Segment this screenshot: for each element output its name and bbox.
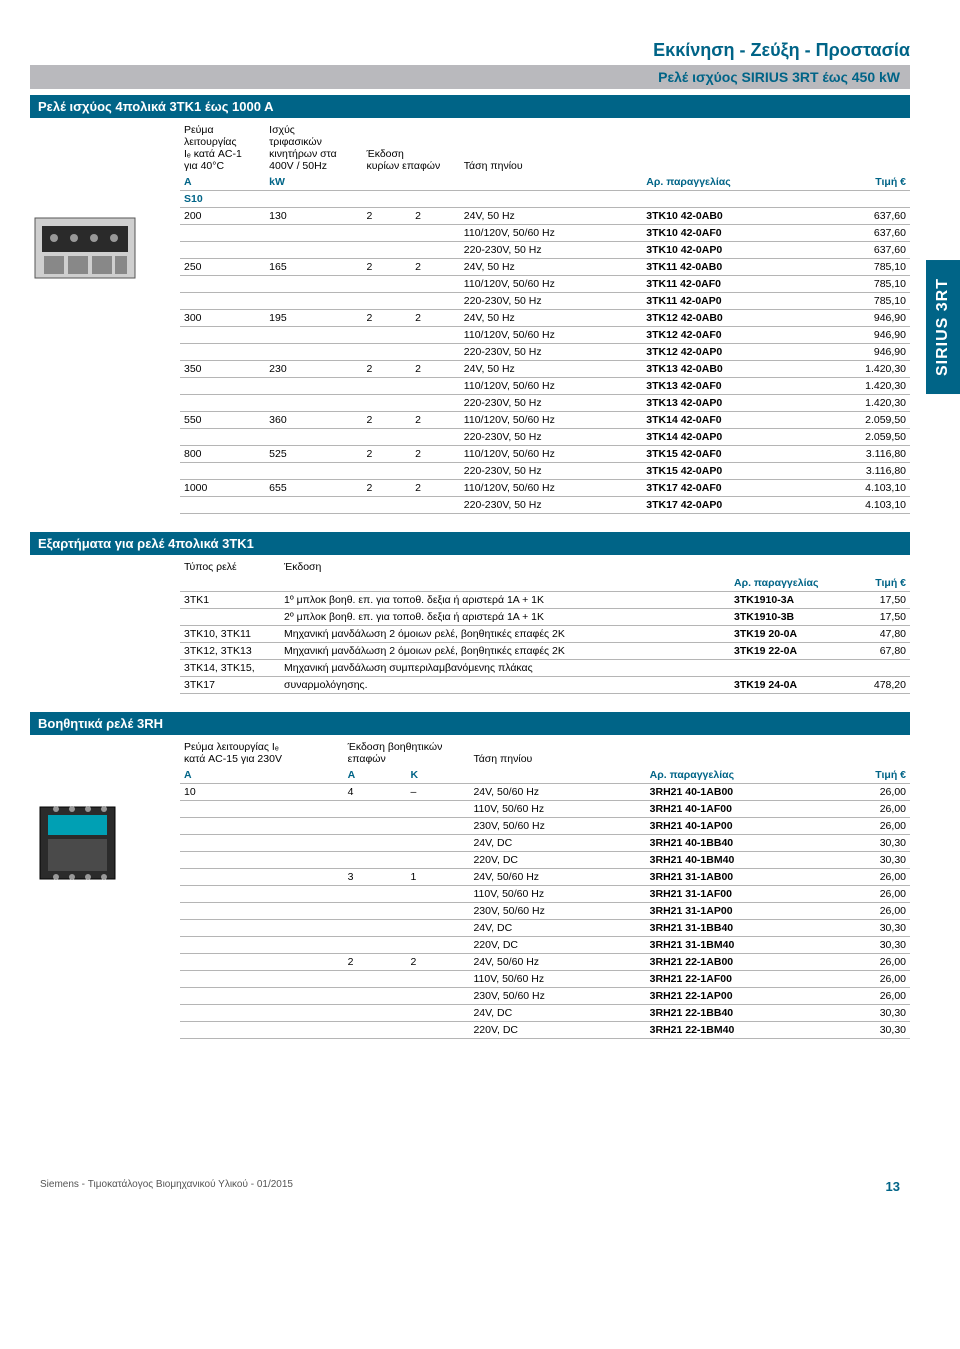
- table-row: 220-230V, 50 Hz3TK12 42-0AP0946,90: [180, 344, 910, 361]
- order-hdr: Αρ. παραγγελίας: [646, 767, 822, 784]
- table-row: 110V, 50/60 Hz3RH21 40-1AF0026,00: [180, 801, 910, 818]
- table-row: 2224V, 50/60 Hz3RH21 22-1AB0026,00: [180, 954, 910, 971]
- page-number: 13: [886, 1179, 900, 1194]
- table-row: 55036022110/120V, 50/60 Hz3TK14 42-0AF02…: [180, 412, 910, 429]
- section3-bar: Βοηθητικά ρελέ 3RH: [30, 712, 910, 735]
- section3-table: Ρεύμα λειτουργίας Iₑ κατά AC-15 για 230V…: [180, 735, 910, 1039]
- unit: A: [344, 767, 407, 784]
- page-footer: Siemens - Τιμοκατάλογος Βιομηχανικού Υλι…: [30, 1179, 910, 1194]
- table-row: 3502302224V, 50 Hz3TK13 42-0AB01.420,30: [180, 361, 910, 378]
- unit: A: [180, 174, 265, 191]
- section3-image: [30, 735, 170, 890]
- table-row: 220V, DC3RH21 31-1BM4030,30: [180, 937, 910, 954]
- order-hdr: Αρ. παραγγελίας: [730, 575, 840, 592]
- table-row: 3TK10, 3TK11Μηχανική μανδάλωση 2 όμοιων …: [180, 626, 910, 643]
- header-subtitle: Ρελέ ισχύος SIRIUS 3RT έως 450 kW: [30, 65, 910, 89]
- section2-bar: Εξαρτήματα για ρελέ 4πολικά 3ΤΚ1: [30, 532, 910, 555]
- table-row: 220-230V, 50 Hz3TK14 42-0AP02.059,50: [180, 429, 910, 446]
- table-row: 2501652224V, 50 Hz3TK11 42-0AB0785,10: [180, 259, 910, 276]
- order-hdr: Αρ. παραγγελίας: [642, 174, 812, 191]
- header-title: Εκκίνηση - Ζεύξη - Προστασία: [30, 40, 910, 61]
- table-row: 110/120V, 50/60 Hz3TK12 42-0AF0946,90: [180, 327, 910, 344]
- s10-label: S10: [180, 191, 910, 208]
- table-row: 2001302224V, 50 Hz3TK10 42-0AB0637,60: [180, 208, 910, 225]
- th: Ρεύμα λειτουργίας Iₑ κατά AC-1 για 40°C: [180, 118, 265, 174]
- table-row: 220-230V, 50 Hz3TK10 42-0AP0637,60: [180, 242, 910, 259]
- table-row: 2º μπλοκ βοηθ. επ. για τοποθ. δεξια ή αρ…: [180, 609, 910, 626]
- table-row: 220-230V, 50 Hz3TK15 42-0AP03.116,80: [180, 463, 910, 480]
- th: Ισχύς τριφασικών κινητήρων στα 400V / 50…: [265, 118, 362, 174]
- table-row: 24V, DC3RH21 40-1BB4030,30: [180, 835, 910, 852]
- table-row: 3124V, 50/60 Hz3RH21 31-1AB0026,00: [180, 869, 910, 886]
- th: Έκδοση κυρίων επαφών: [362, 118, 459, 174]
- section1-image: [30, 118, 170, 288]
- table-row: 3TK14, 3TK15,Μηχανική μανδάλωση συμπεριλ…: [180, 660, 910, 677]
- table-row: 3TK17συναρμολόγησης.3TK19 24-0A478,20: [180, 677, 910, 694]
- unit: A: [180, 767, 344, 784]
- table-row: 3001952224V, 50 Hz3TK12 42-0AB0946,90: [180, 310, 910, 327]
- th: Ρεύμα λειτουργίας Iₑ κατά AC-15 για 230V: [180, 735, 344, 767]
- table-row: 230V, 50/60 Hz3RH21 22-1AP0026,00: [180, 988, 910, 1005]
- table-row: 3TK12, 3TK13Μηχανική μανδάλωση 2 όμοιων …: [180, 643, 910, 660]
- table-row: 24V, DC3RH21 31-1BB4030,30: [180, 920, 910, 937]
- th: Έκδοση: [280, 555, 730, 575]
- table-row: 3TK11º μπλοκ βοηθ. επ. για τοποθ. δεξια …: [180, 592, 910, 609]
- price-hdr: Τιμή €: [840, 575, 910, 592]
- table-row: 104–24V, 50/60 Hz3RH21 40-1AB0026,00: [180, 784, 910, 801]
- section1-table: Ρεύμα λειτουργίας Iₑ κατά AC-1 για 40°C …: [180, 118, 910, 514]
- table-row: 110/120V, 50/60 Hz3TK13 42-0AF01.420,30: [180, 378, 910, 395]
- th: Τάση πηνίου: [469, 735, 645, 767]
- unit: K: [407, 767, 470, 784]
- price-hdr: Τιμή €: [822, 767, 910, 784]
- price-hdr: Τιμή €: [813, 174, 910, 191]
- th: Τύπος ρελέ: [180, 555, 280, 575]
- footer-left: Siemens - Τιμοκατάλογος Βιομηχανικού Υλι…: [40, 1179, 293, 1194]
- table-row: 24V, DC3RH21 22-1BB4030,30: [180, 1005, 910, 1022]
- table-row: 220-230V, 50 Hz3TK11 42-0AP0785,10: [180, 293, 910, 310]
- table-row: 110/120V, 50/60 Hz3TK11 42-0AF0785,10: [180, 276, 910, 293]
- table-row: 220V, DC3RH21 22-1BM4030,30: [180, 1022, 910, 1039]
- table-row: 110V, 50/60 Hz3RH21 31-1AF0026,00: [180, 886, 910, 903]
- table-row: 100065522110/120V, 50/60 Hz3TK17 42-0AF0…: [180, 480, 910, 497]
- th: Έκδοση βοηθητικών επαφών: [344, 735, 470, 767]
- th: Τάση πηνίου: [460, 118, 643, 174]
- table-row: 230V, 50/60 Hz3RH21 40-1AP0026,00: [180, 818, 910, 835]
- table-row: 110V, 50/60 Hz3RH21 22-1AF0026,00: [180, 971, 910, 988]
- table-row: 220V, DC3RH21 40-1BM4030,30: [180, 852, 910, 869]
- table-row: 220-230V, 50 Hz3TK13 42-0AP01.420,30: [180, 395, 910, 412]
- section2-table: Τύπος ρελέ Έκδοση Αρ. παραγγελίας Τιμή €…: [180, 555, 910, 694]
- table-row: 230V, 50/60 Hz3RH21 31-1AP0026,00: [180, 903, 910, 920]
- section1-bar: Ρελέ ισχύος 4πολικά 3ΤΚ1 έως 1000 Α: [30, 95, 910, 118]
- table-row: 80052522110/120V, 50/60 Hz3TK15 42-0AF03…: [180, 446, 910, 463]
- unit: kW: [265, 174, 362, 191]
- page-header: Εκκίνηση - Ζεύξη - Προστασία Ρελέ ισχύος…: [30, 40, 910, 89]
- table-row: 220-230V, 50 Hz3TK17 42-0AP04.103,10: [180, 497, 910, 514]
- table-row: 110/120V, 50/60 Hz3TK10 42-0AF0637,60: [180, 225, 910, 242]
